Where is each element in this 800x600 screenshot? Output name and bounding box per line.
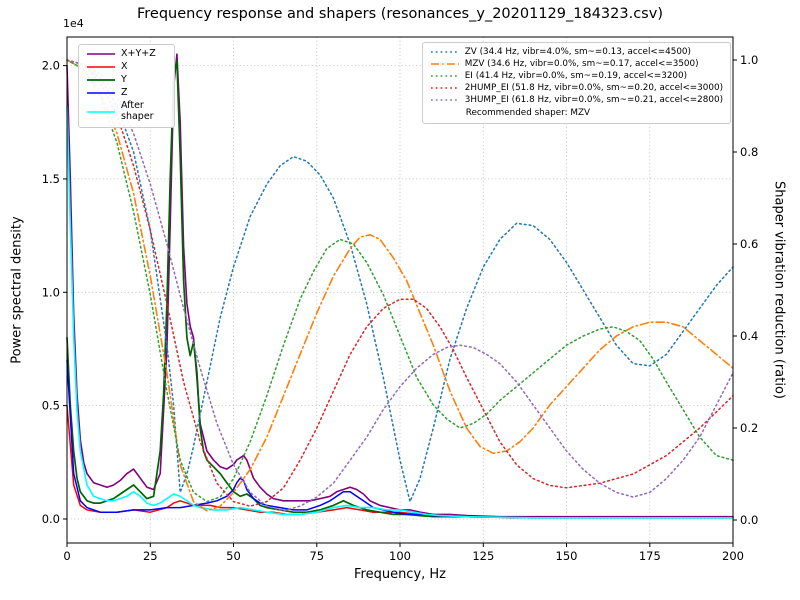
legend-item-z: Z: [86, 86, 167, 99]
legend-item-label: X: [121, 60, 128, 72]
y-right-tick-label: 0.4: [740, 329, 758, 343]
x-tick-label: 25: [143, 549, 158, 563]
tick-labels: 0 25 50 75 100 125 150 175 200 0.0 0.5 1.0 1.5 2.0 0.0…: [42, 53, 759, 563]
x-legend-swatch: [87, 66, 115, 69]
legend-item-2hump-ei: 2HUMP_EI (51.8 Hz, vibr=0.0%, sm~=0.20, …: [430, 83, 723, 93]
y-left-tick-label: 2.0: [42, 59, 60, 73]
z-legend-swatch: [87, 92, 115, 94]
series-x-y-z: [66, 53, 734, 518]
legend-item-label: 2HUMP_EI (51.8 Hz, vibr=0.0%, sm~=0.20, …: [464, 83, 723, 94]
mzv-legend-swatch: [430, 63, 459, 65]
y-left-offset-text: 1e4: [63, 17, 84, 30]
legend-item-mzv: MZV (34.6 Hz, vibr=0.0%, sm~=0.17, accel…: [430, 59, 723, 69]
legend-item-label: MZV (34.6 Hz, vibr=0.0%, sm~=0.17, accel…: [464, 59, 699, 70]
legend-item-label: Z: [121, 86, 128, 98]
y-right-tick-label: 0.8: [740, 145, 758, 159]
x-tick-label: 200: [722, 549, 744, 563]
y-left-tick-label: 1.0: [42, 285, 60, 299]
legend-item-3hump-ei: 3HUMP_EI (61.8 Hz, vibr=0.0%, sm~=0.21, …: [430, 95, 723, 105]
legend-shapers: ZV (34.4 Hz, vibr=4.0%, sm~=0.13, accel<…: [421, 42, 731, 124]
y-right-tick-label: 0.6: [740, 237, 758, 251]
y-left-tick-label: 0.5: [42, 399, 60, 413]
x-tick-label: 0: [63, 549, 70, 563]
y-right-tick-label: 0.0: [740, 513, 758, 527]
series-2hump-ei: [66, 59, 734, 507]
legend-item-label: Y: [121, 73, 127, 85]
legend-item-label: After shaper: [121, 99, 154, 122]
x-tick-label: 150: [556, 549, 578, 563]
y-right-tick-label: 0.2: [740, 421, 758, 435]
zv-legend-swatch: [430, 51, 459, 53]
legend-item-ei: EI (41.4 Hz, vibr=0.0%, sm~=0.19, accel<…: [430, 71, 723, 81]
2hump-ei-legend-swatch: [430, 87, 459, 90]
legend-item-label: X+Y+Z: [121, 48, 156, 59]
y-legend-swatch: [87, 79, 115, 82]
series-z: [66, 359, 734, 519]
x-tick-label: 175: [639, 549, 661, 563]
series-y: [66, 60, 734, 519]
series-group: [66, 53, 734, 519]
y-left-tick-label: 1.5: [42, 172, 60, 186]
series-mzv: [66, 59, 734, 512]
legend-item-y: Y: [86, 73, 167, 86]
legend-psd: X+Y+Z X Y Z After shaper: [78, 44, 175, 128]
y-left-tick-label: 0.0: [42, 512, 60, 526]
legend-item-after-shaper: After shaper: [86, 99, 167, 123]
x-y-z-legend-swatch: [87, 53, 115, 56]
legend-item-x: X: [86, 60, 167, 73]
x-axis-label: Frequency, Hz: [353, 567, 447, 582]
series-after-shaper: [66, 105, 734, 519]
x-tick-label: 50: [226, 549, 241, 563]
x-tick-label: 75: [309, 549, 324, 563]
series-zv: [66, 59, 734, 503]
x-tick-label: 100: [389, 549, 411, 563]
y-right-tick-label: 1.0: [740, 53, 758, 67]
legend-note: Recommended shaper: MZV: [465, 107, 591, 118]
legend-item-label: 3HUMP_EI (61.8 Hz, vibr=0.0%, sm~=0.21, …: [464, 95, 723, 106]
3hump-ei-legend-swatch: [430, 99, 459, 102]
ei-legend-swatch: [430, 75, 459, 78]
chart-title: Frequency response and shapers (resonanc…: [137, 6, 663, 22]
x-tick-label: 125: [472, 549, 494, 563]
legend-item-label: EI (41.4 Hz, vibr=0.0%, sm~=0.19, accel<…: [464, 71, 688, 82]
series-ei: [66, 59, 734, 503]
after-shaper-legend-swatch: [87, 110, 115, 113]
legend-item-zv: ZV (34.4 Hz, vibr=4.0%, sm~=0.13, accel<…: [430, 47, 723, 57]
legend-item-label: ZV (34.4 Hz, vibr=4.0%, sm~=0.13, accel<…: [464, 47, 691, 57]
series-3hump-ei: [66, 59, 734, 512]
legend-item-x-y-z: X+Y+Z: [86, 48, 167, 60]
